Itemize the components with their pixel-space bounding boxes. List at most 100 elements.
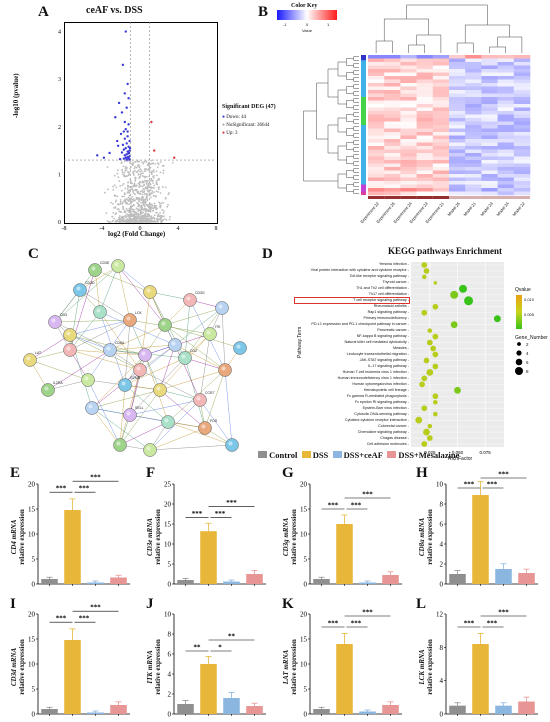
kegg-term-label: Th17 cell differentiation - [368,292,409,297]
network-node [23,353,37,367]
volcano-point-ns [129,166,132,169]
heatmap-cell [432,62,450,66]
volcano-point-ns [159,218,162,221]
volcano-point-ns [132,184,135,187]
heatmap-cell [497,107,515,112]
heatmap-cell [368,153,385,157]
volcano-point-down [122,157,126,160]
heatmap-cell [513,83,531,87]
volcano-point-ns [126,218,128,220]
kegg-qvalue-gradient [516,295,522,329]
volcano-point-ns [122,207,125,210]
heatmap-cell [513,167,531,171]
heatmap-cell [481,62,498,66]
heatmap-cell [465,160,482,164]
volcano-x-tick: 0 [139,226,142,232]
volcano-point-ns [123,160,126,163]
kegg-bubble [415,416,423,424]
volcano-point-ns [118,180,121,182]
volcano-point-ns [106,188,109,191]
heatmap-cell [497,142,515,147]
volcano-point-ns [132,161,135,164]
heatmap-cell [432,104,450,108]
volcano-point-ns [141,201,144,204]
volcano-point-ns [123,219,126,222]
kegg-x-tick: 0.025 [424,450,436,455]
heatmap-cell [400,125,417,129]
volcano-point-ns [124,169,127,172]
heatmap-cell [449,93,466,98]
significance-label: *** [215,510,226,518]
heatmap-col-group [513,196,530,199]
network-edge [129,399,201,416]
heatmap-cell [416,160,434,164]
heatmap-cell [368,114,385,119]
volcano-point-ns [124,165,127,168]
heatmap-cell [513,90,531,94]
volcano-point-ns [112,219,114,222]
volcano-point-down [125,158,128,161]
bar-control [449,705,466,714]
volcano-point-ns [133,218,135,221]
bar-y-tick: 2 [440,561,444,569]
volcano-point-ns [146,219,148,222]
heatmap-cell [465,181,482,185]
volcano-point-ns [129,179,132,181]
kegg-x-tick: 0.050 [452,450,464,455]
volcano-point-ns [166,205,169,208]
heatmap-cell [513,93,531,98]
heatmap-cell [481,146,498,150]
heatmap-col-group [465,196,482,199]
heatmap-cell [384,55,401,59]
heatmap-cell [400,142,417,147]
volcano-point-ns [150,178,153,181]
heatmap-cell [449,121,466,126]
heatmap-cell [432,83,450,87]
volcano-point-ns [155,204,158,207]
panel-label-h: H [416,465,428,481]
heatmap-cell [497,156,515,161]
heatmap-cell [481,118,498,122]
network-edge [69,319,131,336]
heatmap-cell [384,156,401,161]
heatmap-cell [513,153,531,157]
network-edge [109,324,166,351]
heatmap-cell [449,142,466,147]
heatmap-cell [432,76,450,80]
volcano-point-ns [127,215,129,218]
heatmap-cell [513,55,531,59]
bar-dss [472,495,489,584]
volcano-point-ns [144,175,147,178]
heatmap-cell [368,100,385,105]
volcano-point-ns [140,198,143,201]
volcano-point-ns [122,215,125,218]
bar-y-tick: 20 [164,501,172,509]
volcano-point-ns [153,206,156,209]
panel-label-g: G [282,465,294,481]
network-edge [124,344,176,386]
heatmap-cell [416,76,434,80]
heatmap-cell [449,167,466,171]
kegg-bubble [432,393,439,400]
heatmap-cell [416,58,434,63]
bar-y-tick: 5 [304,686,308,694]
heatmap-cell [481,191,498,196]
volcano-point-ns [142,162,145,165]
bar-dss-ceaf [495,569,512,584]
heatmap-cell [432,153,450,157]
volcano-point-ns [130,185,133,188]
heatmap-cell [497,132,515,136]
heatmap-cell [368,83,385,87]
volcano-point-ns [124,167,127,170]
volcano-point-up [150,120,153,124]
heatmap-cell [400,107,417,112]
volcano-point-ns [152,182,154,184]
bar-dss [472,644,489,714]
volcano-point-ns [148,207,151,210]
network-node-highlight [221,366,226,371]
network-node-highlight [156,386,161,391]
network-edge [99,265,119,313]
heatmap-cell [465,93,482,98]
heatmap-cell [368,76,385,80]
heatmap-cell [449,181,466,185]
